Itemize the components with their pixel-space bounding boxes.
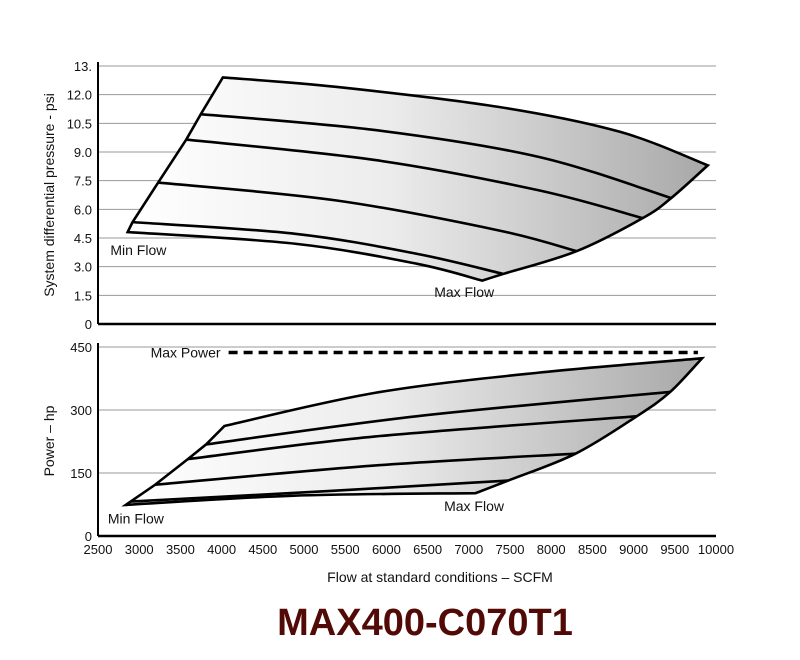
y-tick-label: 0 — [85, 317, 92, 332]
speed-curve — [205, 390, 671, 446]
y-tick-label: 150 — [70, 466, 92, 481]
speed-curve — [132, 220, 504, 276]
x-tick-label: 10000 — [698, 542, 734, 557]
speed-curve — [130, 479, 509, 503]
x-tick-label: 5500 — [331, 542, 360, 557]
y-tick-label: 7.5 — [74, 174, 92, 189]
power-axis-label: Power – hp — [41, 405, 57, 476]
x-tick-label: 3000 — [125, 542, 154, 557]
y-tick-label: 450 — [70, 340, 92, 355]
y-tick-label: 9.0 — [74, 145, 92, 160]
y-tick-label: 10.5 — [67, 116, 92, 131]
speed-curve — [200, 112, 672, 200]
x-tick-label: 5000 — [290, 542, 319, 557]
x-tick-label: 4000 — [207, 542, 236, 557]
x-tick-label: 7000 — [454, 542, 483, 557]
x-tick-label: 6000 — [372, 542, 401, 557]
speed-curve — [154, 452, 576, 487]
x-tick-label: 2500 — [84, 542, 113, 557]
y-tick-label: 300 — [70, 403, 92, 418]
speed-curve — [187, 415, 637, 461]
y-tick-label: 3.0 — [74, 260, 92, 275]
speed-curve — [158, 181, 577, 253]
min-flow-label: Min Flow — [110, 242, 167, 258]
max-power-label: Max Power — [151, 344, 221, 360]
operating-envelope — [125, 76, 711, 282]
x-tick-label: 9500 — [660, 542, 689, 557]
x-tick-label: 8500 — [578, 542, 607, 557]
y-tick-label: 6.0 — [74, 202, 92, 217]
x-axis-label: Flow at standard conditions – SCFM — [327, 569, 553, 585]
min-flow-label: Min Flow — [108, 510, 165, 526]
max-flow-label: Max Flow — [444, 498, 505, 514]
x-tick-label: 6500 — [413, 542, 442, 557]
operating-envelope — [121, 356, 706, 507]
y-tick-label: 4.5 — [74, 231, 92, 246]
speed-curve — [186, 138, 644, 220]
x-tick-label: 8000 — [537, 542, 566, 557]
max-flow-label: Max Flow — [434, 284, 495, 300]
x-tick-label: 4500 — [248, 542, 277, 557]
y-tick-label: 1.5 — [74, 288, 92, 303]
x-tick-label: 9000 — [619, 542, 648, 557]
y-tick-label: 12.0 — [67, 88, 92, 103]
y-tick-label: 13. — [74, 59, 92, 74]
x-tick-label: 7500 — [496, 542, 525, 557]
model-title: MAX400-C070T1 — [277, 602, 573, 644]
x-tick-label: 3500 — [166, 542, 195, 557]
y-tick-label: 0 — [85, 529, 92, 544]
pressure-axis-label: System differential pressure - psi — [41, 93, 57, 297]
